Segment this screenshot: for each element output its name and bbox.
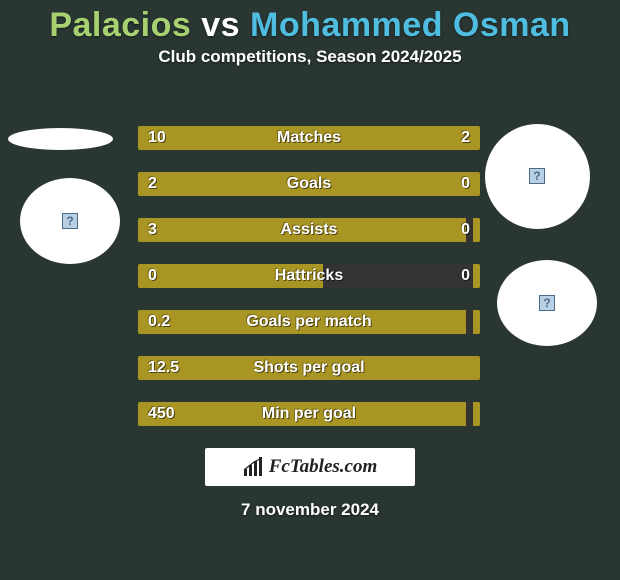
- title-player-b: Mohammed Osman: [250, 6, 571, 44]
- stat-row: 30Assists: [138, 218, 480, 242]
- subtitle: Club competitions, Season 2024/2025: [0, 47, 620, 67]
- stat-label: Assists: [138, 218, 480, 242]
- image-placeholder-icon: ?: [529, 168, 545, 184]
- stat-row: 12.5Shots per goal: [138, 356, 480, 380]
- image-placeholder-icon: ?: [539, 295, 555, 311]
- stat-row: 0.2Goals per match: [138, 310, 480, 334]
- stats-comparison: 102Matches 20Goals 30Assists 00Hattricks 0.2…: [138, 126, 480, 448]
- stat-label: Shots per goal: [138, 356, 480, 380]
- stat-label: Hattricks: [138, 264, 480, 288]
- stat-row: 20Goals: [138, 172, 480, 196]
- team-a-logo: [8, 128, 113, 150]
- brand-badge: FcTables.com: [205, 448, 415, 486]
- stat-label: Goals: [138, 172, 480, 196]
- stat-label: Min per goal: [138, 402, 480, 426]
- brand-text: FcTables.com: [269, 456, 378, 478]
- image-placeholder-icon: ?: [62, 213, 78, 229]
- title-player-a: Palacios: [49, 6, 191, 44]
- stat-row: 450Min per goal: [138, 402, 480, 426]
- stat-row: 102Matches: [138, 126, 480, 150]
- footer-date: 7 november 2024: [0, 500, 620, 520]
- team-b-logo: ?: [485, 124, 590, 229]
- player-a-photo: ?: [20, 178, 120, 264]
- title-vs: vs: [201, 6, 240, 44]
- stat-label: Goals per match: [138, 310, 480, 334]
- stat-row: 00Hattricks: [138, 264, 480, 288]
- bar-chart-icon: [243, 457, 265, 477]
- stat-label: Matches: [138, 126, 480, 150]
- page-title: Palacios vs Mohammed Osman: [0, 0, 620, 45]
- player-b-photo: ?: [497, 260, 597, 346]
